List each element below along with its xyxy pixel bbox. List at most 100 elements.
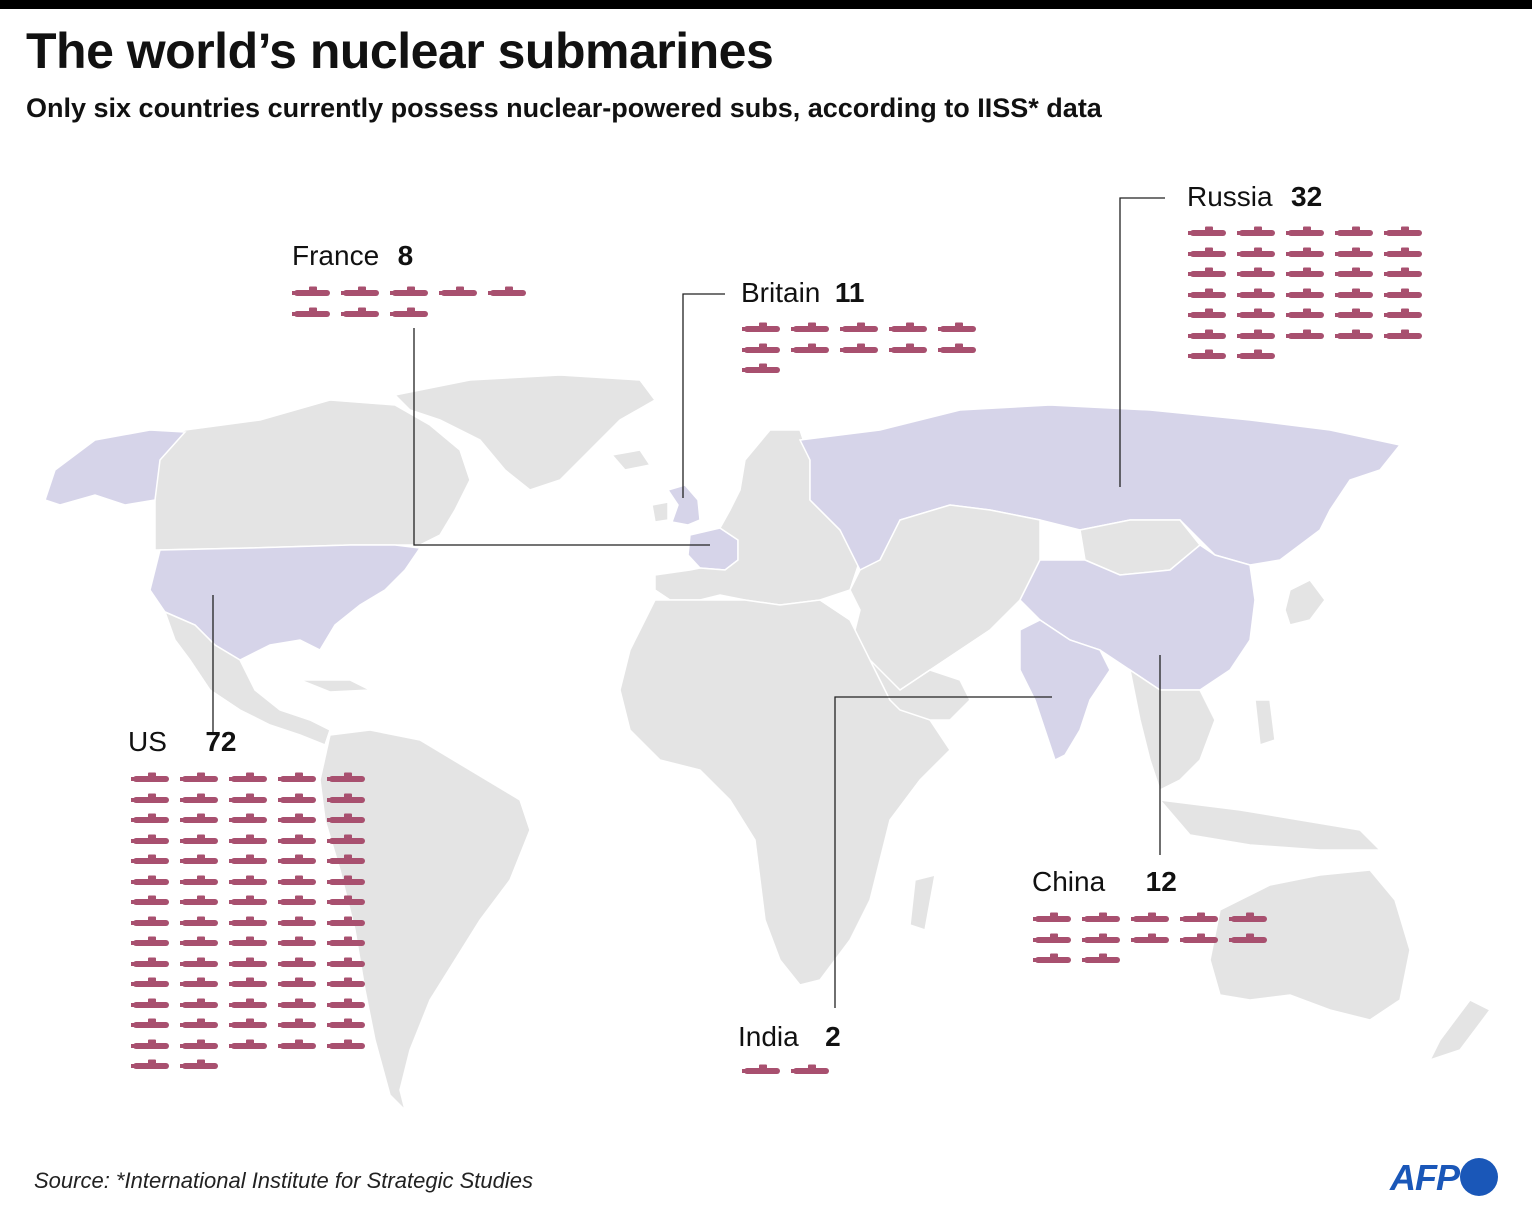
submarine-icon <box>1188 266 1228 278</box>
submarine-icon <box>1188 328 1228 340</box>
label-china: China 12 <box>1032 866 1177 898</box>
submarine-icon <box>180 894 220 906</box>
submarine-icon <box>131 997 171 1009</box>
submarine-icon <box>180 997 220 1009</box>
madagascar <box>909 873 936 931</box>
submarine-icon <box>390 306 430 318</box>
submarine-icon <box>938 342 978 354</box>
submarine-icon <box>229 853 269 865</box>
submarine-icon <box>131 853 171 865</box>
submarine-icon <box>327 894 367 906</box>
afp-logo: AFP <box>1390 1155 1510 1201</box>
country-name: Britain <box>741 277 821 308</box>
submarine-icon <box>131 771 171 783</box>
submarine-icon <box>1188 246 1228 258</box>
submarine-icon <box>327 935 367 947</box>
logo-text: AFP <box>1390 1157 1460 1198</box>
page-subtitle: Only six countries currently possess nuc… <box>26 93 1102 123</box>
submarine-icon <box>278 792 318 804</box>
submarine-icon <box>180 976 220 988</box>
submarine-icon <box>278 976 318 988</box>
submarine-icon <box>1335 328 1375 340</box>
top-bar <box>0 0 1532 9</box>
submarine-icon <box>1286 287 1326 299</box>
greenland <box>393 374 657 491</box>
submarine-icon <box>131 976 171 988</box>
southeast-asia <box>1128 668 1216 792</box>
submarine-icon <box>229 812 269 824</box>
submarine-icon <box>1335 246 1375 258</box>
submarine-icon <box>1229 932 1269 944</box>
submarine-icon <box>1286 246 1326 258</box>
label-russia: Russia 32 <box>1187 181 1322 213</box>
submarine-icon <box>180 812 220 824</box>
submarine-icon <box>488 285 528 297</box>
submarine-icon <box>180 1017 220 1029</box>
country-name: China <box>1032 866 1106 897</box>
submarine-icon <box>131 894 171 906</box>
submarine-icon <box>278 894 318 906</box>
submarine-icon <box>229 1017 269 1029</box>
submarine-icon <box>1188 287 1228 299</box>
submarine-icon <box>938 321 978 333</box>
submarine-icon <box>278 812 318 824</box>
country-name: Russia <box>1187 181 1273 212</box>
submarine-count: 8 <box>397 240 414 271</box>
submarine-icon <box>229 997 269 1009</box>
submarine-icon <box>1180 911 1220 923</box>
submarine-icon <box>1384 328 1424 340</box>
submarine-icon <box>278 915 318 927</box>
submarine-icon <box>278 1017 318 1029</box>
submarine-icon <box>1384 266 1424 278</box>
submarine-icon <box>131 915 171 927</box>
submarine-count: 11 <box>834 277 865 308</box>
submarine-icon <box>1384 246 1424 258</box>
russia-leader-line <box>1119 197 1165 487</box>
submarine-icon <box>1286 266 1326 278</box>
submarine-icon <box>742 342 782 354</box>
submarine-icon <box>1188 225 1228 237</box>
submarine-icon <box>229 792 269 804</box>
submarine-icon <box>327 771 367 783</box>
submarine-icon <box>131 1058 171 1070</box>
submarine-icon <box>742 1063 782 1075</box>
submarine-icon <box>1188 307 1228 319</box>
submarine-icon <box>1237 246 1277 258</box>
submarine-icon <box>1033 952 1073 964</box>
submarine-icon <box>1237 307 1277 319</box>
submarine-icon <box>327 1038 367 1050</box>
submarine-icon <box>742 321 782 333</box>
submarine-icon <box>439 285 479 297</box>
submarine-icon <box>1180 932 1220 944</box>
submarine-icon <box>1384 287 1424 299</box>
submarine-icon <box>327 956 367 968</box>
submarine-icon <box>791 1063 831 1075</box>
submarine-icon <box>229 833 269 845</box>
alaska <box>44 429 187 506</box>
label-us: US 72 <box>128 726 237 758</box>
submarine-icon <box>278 874 318 886</box>
africa <box>619 599 951 986</box>
submarine-icon <box>1082 952 1122 964</box>
submarine-icon <box>131 812 171 824</box>
submarine-icon <box>1237 328 1277 340</box>
submarine-icon <box>1384 307 1424 319</box>
japan <box>1284 579 1326 626</box>
submarine-icon <box>278 997 318 1009</box>
submarine-icon <box>1033 911 1073 923</box>
submarine-icon <box>742 362 782 374</box>
submarine-icon <box>390 285 430 297</box>
submarine-icon <box>1237 225 1277 237</box>
submarine-icon <box>840 342 880 354</box>
submarine-icon <box>341 306 381 318</box>
submarine-icon <box>791 342 831 354</box>
submarine-icon <box>180 1058 220 1070</box>
submarine-icon <box>1237 266 1277 278</box>
submarine-icon <box>131 833 171 845</box>
submarine-icon <box>229 1038 269 1050</box>
submarine-icon <box>1229 911 1269 923</box>
submarine-icon <box>278 956 318 968</box>
submarine-icon <box>327 1017 367 1029</box>
submarine-icon <box>1131 932 1171 944</box>
